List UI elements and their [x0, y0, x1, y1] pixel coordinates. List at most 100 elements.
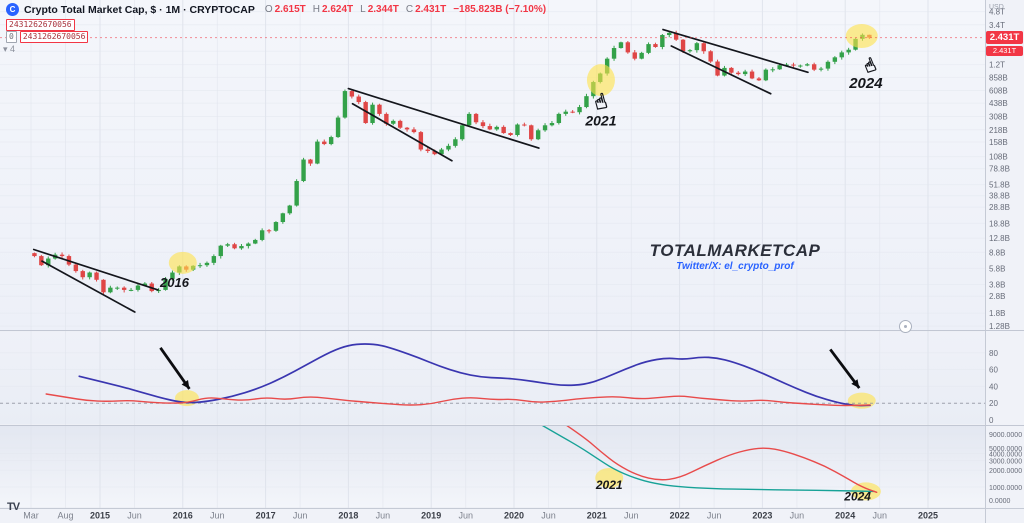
pane-action-icon[interactable] [899, 320, 912, 333]
highlight-circle [845, 24, 878, 49]
indicator-legend-row: 2431262670056 [6, 19, 75, 31]
time-scale[interactable] [0, 508, 1024, 523]
indicator-price-tag: 2.431T [986, 46, 1023, 56]
change-value: −185.823B (−7.10%) [453, 4, 547, 15]
axis-unit-label: USD [989, 4, 1004, 11]
arrow [159, 346, 191, 390]
indicator-value-chip[interactable]: 2431262670056 [19, 31, 89, 43]
symbol-logo-icon: C [6, 3, 19, 16]
svg-text:2022: 2022 [670, 511, 690, 521]
year-labels: 2016 2021 2024 2021 2024 [159, 75, 883, 503]
svg-text:1.28B: 1.28B [989, 322, 1010, 331]
year-label: 2021 [584, 112, 616, 128]
svg-text:438B: 438B [989, 99, 1008, 108]
indicator-legend-row: 0 2431262670056 [6, 31, 89, 43]
last-price-tag: 2.431T [986, 31, 1023, 44]
trendline [670, 45, 772, 95]
highlight-circle [168, 251, 197, 274]
svg-text:158B: 158B [989, 138, 1008, 147]
indicator-line-slow-ma [566, 426, 878, 493]
trendline [41, 260, 136, 313]
svg-text:2019: 2019 [421, 511, 441, 521]
svg-text:Jun: Jun [210, 511, 225, 521]
symbol-title[interactable]: Crypto Total Market Cap, $ · 1M · CRYPTO… [24, 3, 255, 16]
svg-text:Jun: Jun [293, 511, 308, 521]
svg-text:2025: 2025 [918, 511, 938, 521]
year-label: 2016 [159, 275, 190, 290]
svg-text:2018: 2018 [338, 511, 358, 521]
chart-watermark: TOTALMARKETCAP Twitter/X: el_crypto_prof [615, 241, 855, 272]
low-value: 2.344T [367, 4, 399, 15]
price-scale[interactable] [985, 0, 1024, 508]
trendline-drawings[interactable] [32, 28, 809, 313]
svg-text:1000.0000: 1000.0000 [989, 485, 1022, 492]
svg-text:0.0000: 0.0000 [989, 498, 1011, 505]
trendline [32, 248, 159, 291]
hidden-indicators-badge[interactable]: ▾ 4 [3, 44, 15, 55]
watermark-title: TOTALMARKETCAP [649, 241, 821, 260]
low-label: L [360, 4, 366, 15]
svg-text:2023: 2023 [752, 511, 772, 521]
highlight-circle [174, 390, 199, 407]
year-label: 2024 [843, 489, 871, 503]
svg-text:20: 20 [989, 399, 998, 408]
svg-text:12.8B: 12.8B [989, 234, 1010, 243]
svg-text:1.8B: 1.8B [989, 309, 1005, 318]
open-label: O [264, 4, 273, 15]
indicator-value-chip[interactable]: 2431262670056 [6, 19, 75, 31]
svg-text:18.8B: 18.8B [989, 219, 1010, 228]
svg-text:40: 40 [989, 382, 998, 391]
open-value: 2.615T [274, 4, 306, 15]
svg-text:Jun: Jun [127, 511, 142, 521]
year-label: 2024 [848, 75, 883, 92]
indicator-line-signal-line [45, 393, 871, 407]
svg-text:51.8B: 51.8B [989, 181, 1010, 190]
symbol-header: C Crypto Total Market Cap, $ · 1M · CRYP… [6, 3, 546, 16]
svg-text:Jun: Jun [458, 511, 473, 521]
svg-text:80: 80 [989, 349, 998, 358]
svg-text:108B: 108B [989, 153, 1008, 162]
svg-text:218B: 218B [989, 126, 1008, 135]
highlight-circle [586, 64, 615, 97]
svg-text:4000.0000: 4000.0000 [989, 452, 1022, 459]
indicator-line-fast-ma [541, 426, 875, 493]
svg-text:0: 0 [989, 416, 994, 425]
hidden-indicators-count: 4 [10, 44, 16, 54]
highlight-circle [595, 467, 624, 488]
svg-text:2016: 2016 [173, 511, 193, 521]
svg-text:60: 60 [989, 366, 998, 375]
svg-text:Jun: Jun [872, 511, 887, 521]
svg-text:608B: 608B [989, 87, 1008, 96]
svg-text:Jun: Jun [790, 511, 805, 521]
svg-text:5.8B: 5.8B [989, 264, 1005, 273]
svg-text:Mar: Mar [23, 511, 39, 521]
indicator-flag-chip[interactable]: 0 [6, 31, 17, 43]
watermark-credit: Twitter/X: el_crypto_prof [676, 261, 794, 272]
ohlc-readout: O 2.615T H 2.624T L 2.344T C 2.431T −185… [260, 4, 546, 15]
svg-text:Jun: Jun [624, 511, 639, 521]
svg-text:Aug: Aug [57, 511, 73, 521]
svg-text:2024: 2024 [835, 511, 855, 521]
trendline [662, 28, 809, 74]
pane-separator[interactable] [0, 422, 985, 428]
svg-text:9000.0000: 9000.0000 [989, 432, 1022, 439]
svg-text:28.8B: 28.8B [989, 203, 1010, 212]
candlestick-series [32, 30, 872, 295]
gridlines [99, 0, 929, 508]
svg-text:38.8B: 38.8B [989, 192, 1010, 201]
svg-text:1.2T: 1.2T [989, 61, 1005, 70]
arrow-head-icon [181, 380, 190, 389]
close-label: C [405, 4, 414, 15]
arrow-head-icon [851, 379, 860, 389]
trendline [351, 102, 453, 162]
svg-text:Jun: Jun [707, 511, 722, 521]
svg-text:2.8B: 2.8B [989, 292, 1005, 301]
tradingview-logo[interactable]: TV [7, 501, 20, 513]
svg-text:858B: 858B [989, 73, 1008, 82]
arrow-drawings[interactable] [159, 346, 861, 390]
pane-separator[interactable] [0, 327, 985, 333]
svg-text:3000.0000: 3000.0000 [989, 458, 1022, 465]
